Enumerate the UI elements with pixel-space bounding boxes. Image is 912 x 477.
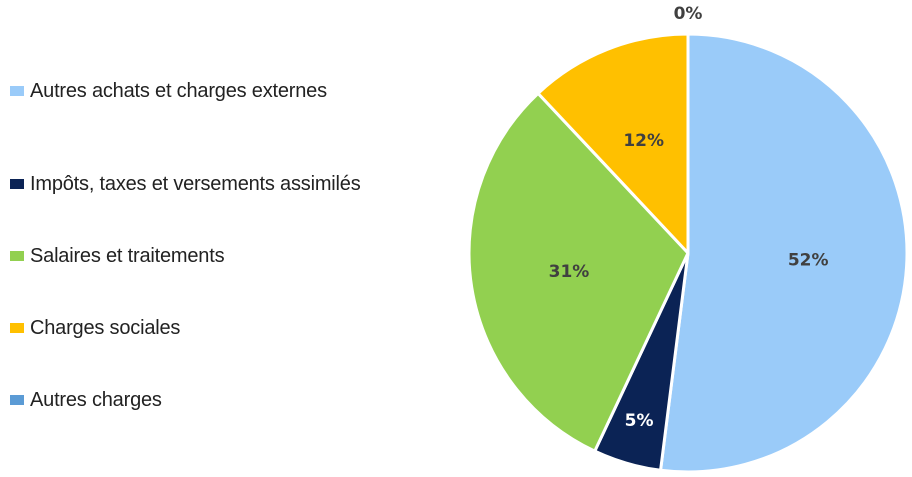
data-label-charges-sociales: 12% <box>623 131 664 151</box>
data-label-autres-achats: 52% <box>788 251 829 271</box>
data-label-impots: 5% <box>625 411 654 431</box>
pie-slice-autres-achats <box>661 34 907 472</box>
data-label-autres-charges: 0% <box>674 4 703 24</box>
data-label-salaires: 31% <box>549 262 590 282</box>
